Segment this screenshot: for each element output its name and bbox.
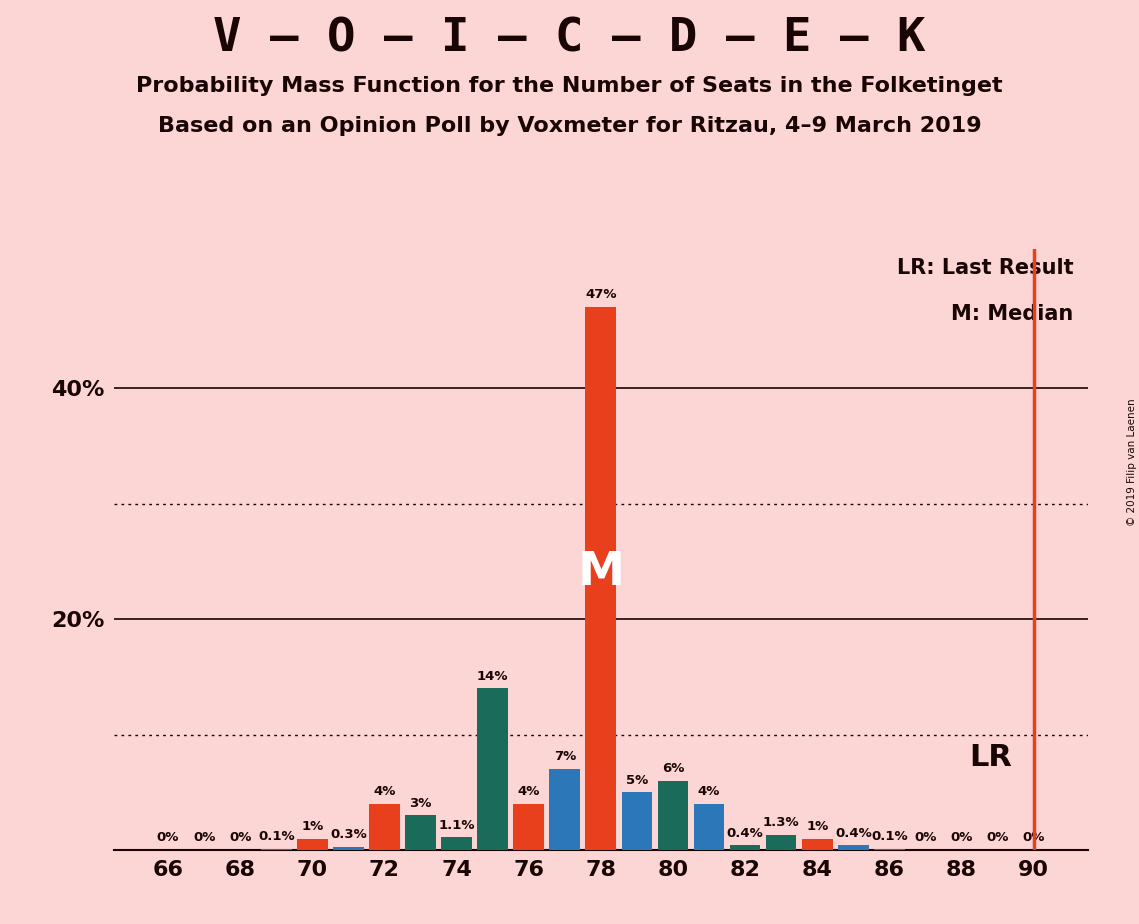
Bar — [765, 835, 796, 850]
Text: 0%: 0% — [986, 832, 1009, 845]
Text: 5%: 5% — [625, 773, 648, 786]
Text: LR: LR — [969, 743, 1011, 772]
Text: © 2019 Filip van Laenen: © 2019 Filip van Laenen — [1126, 398, 1137, 526]
Bar — [622, 792, 653, 850]
Bar — [333, 846, 363, 850]
Text: 14%: 14% — [477, 670, 508, 683]
Bar — [261, 849, 292, 850]
Text: 0%: 0% — [915, 832, 936, 845]
Bar — [838, 845, 869, 850]
Text: LR: Last Result: LR: Last Result — [896, 259, 1073, 278]
Text: 4%: 4% — [698, 785, 720, 798]
Text: 6%: 6% — [662, 762, 685, 775]
Bar — [369, 804, 400, 850]
Text: 0%: 0% — [157, 832, 179, 845]
Text: Based on an Opinion Poll by Voxmeter for Ritzau, 4–9 March 2019: Based on an Opinion Poll by Voxmeter for… — [157, 116, 982, 137]
Text: 0.1%: 0.1% — [257, 830, 295, 843]
Bar — [657, 781, 688, 850]
Text: 0%: 0% — [1023, 832, 1044, 845]
Text: 4%: 4% — [374, 785, 395, 798]
Bar — [514, 804, 544, 850]
Text: 0%: 0% — [950, 832, 973, 845]
Text: 0%: 0% — [229, 832, 252, 845]
Text: 1%: 1% — [806, 820, 828, 833]
Bar — [297, 839, 328, 850]
Text: Probability Mass Function for the Number of Seats in the Folketinget: Probability Mass Function for the Number… — [137, 76, 1002, 96]
Bar — [585, 307, 616, 850]
Bar — [802, 839, 833, 850]
Text: 0.3%: 0.3% — [330, 828, 367, 841]
Bar — [549, 769, 580, 850]
Bar — [694, 804, 724, 850]
Bar — [405, 815, 436, 850]
Text: V – O – I – C – D – E – K: V – O – I – C – D – E – K — [213, 17, 926, 62]
Text: M: M — [577, 551, 624, 595]
Text: 1.3%: 1.3% — [763, 816, 800, 830]
Text: 0.1%: 0.1% — [871, 830, 908, 843]
Bar — [441, 837, 472, 850]
Text: 1.1%: 1.1% — [439, 819, 475, 832]
Text: 1%: 1% — [301, 820, 323, 833]
Text: 3%: 3% — [409, 796, 432, 809]
Text: 0.4%: 0.4% — [727, 827, 763, 840]
Bar — [874, 849, 904, 850]
Text: 0.4%: 0.4% — [835, 827, 871, 840]
Bar — [730, 845, 761, 850]
Text: 47%: 47% — [585, 288, 616, 301]
Text: 4%: 4% — [517, 785, 540, 798]
Text: 7%: 7% — [554, 750, 576, 763]
Text: M: Median: M: Median — [951, 303, 1073, 323]
Bar — [477, 688, 508, 850]
Text: 0%: 0% — [192, 832, 215, 845]
